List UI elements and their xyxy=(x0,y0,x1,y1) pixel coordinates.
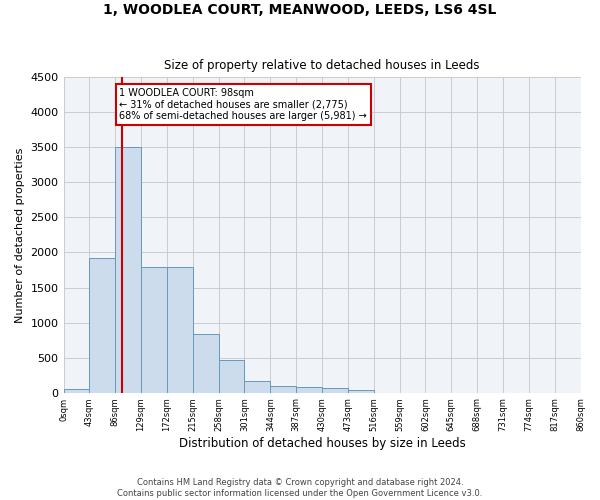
Text: Contains HM Land Registry data © Crown copyright and database right 2024.
Contai: Contains HM Land Registry data © Crown c… xyxy=(118,478,482,498)
Bar xyxy=(167,267,193,392)
X-axis label: Distribution of detached houses by size in Leeds: Distribution of detached houses by size … xyxy=(179,437,466,450)
Bar xyxy=(64,389,89,392)
Bar xyxy=(193,334,218,392)
Bar xyxy=(89,258,115,392)
Bar xyxy=(244,382,271,392)
Bar xyxy=(271,386,296,392)
Y-axis label: Number of detached properties: Number of detached properties xyxy=(15,148,25,322)
Bar xyxy=(322,388,348,392)
Bar xyxy=(115,146,141,392)
Title: Size of property relative to detached houses in Leeds: Size of property relative to detached ho… xyxy=(164,59,480,72)
Bar xyxy=(141,267,167,392)
Bar xyxy=(296,388,322,392)
Text: 1, WOODLEA COURT, MEANWOOD, LEEDS, LS6 4SL: 1, WOODLEA COURT, MEANWOOD, LEEDS, LS6 4… xyxy=(103,2,497,16)
Text: 1 WOODLEA COURT: 98sqm
← 31% of detached houses are smaller (2,775)
68% of semi-: 1 WOODLEA COURT: 98sqm ← 31% of detached… xyxy=(119,88,367,121)
Bar xyxy=(218,360,244,392)
Bar xyxy=(348,390,374,392)
